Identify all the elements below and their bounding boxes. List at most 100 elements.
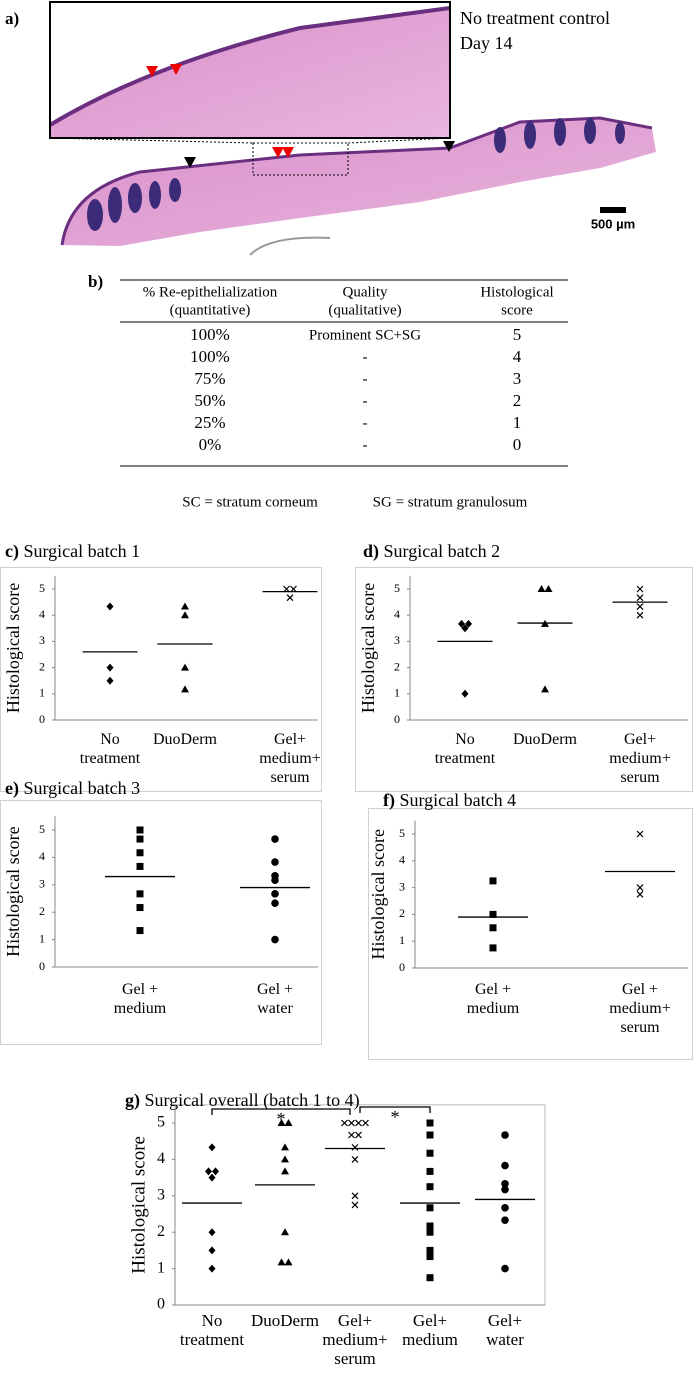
x-tick-label: Gel + water	[257, 981, 294, 1017]
table-cell: 50%	[194, 391, 225, 410]
marker-shape	[501, 1216, 509, 1224]
data-point	[136, 862, 144, 870]
panel-label: b)	[88, 272, 103, 291]
x-tick-label: No treatment	[180, 1311, 244, 1349]
panel-label: a)	[5, 9, 19, 28]
table-header: % Re-epithelialization	[143, 284, 278, 300]
title-text: Surgical batch 2	[384, 541, 501, 561]
data-point	[501, 1179, 509, 1188]
marker-shape	[355, 1119, 362, 1127]
data-point	[281, 1228, 289, 1236]
table-cell: 1	[513, 413, 522, 432]
panel-label: c)	[5, 541, 19, 562]
marker-shape	[181, 663, 189, 671]
table-cell: 100%	[190, 325, 230, 344]
marker-shape	[426, 1228, 434, 1236]
x-tick-label: Gel+ medium+ serum	[259, 731, 320, 786]
marker-shape	[351, 1192, 359, 1200]
data-point	[636, 611, 644, 619]
marker-shape	[636, 603, 644, 610]
data-point	[281, 1155, 289, 1163]
marker-shape	[461, 624, 469, 633]
data-point	[465, 619, 472, 628]
table-cell: -	[363, 349, 368, 365]
data-point	[501, 1131, 509, 1139]
title-text: Surgical overall (batch 1 to 4)	[145, 1090, 360, 1111]
data-point	[271, 876, 279, 884]
marker-shape	[501, 1161, 509, 1170]
data-point	[208, 1246, 216, 1255]
data-point	[489, 877, 497, 885]
marker-shape	[277, 1258, 286, 1266]
y-tick-label: 2	[394, 659, 400, 673]
table-header: (quantitative)	[170, 302, 251, 318]
y-tick-label: 2	[39, 904, 45, 918]
plot-frame	[174, 1104, 546, 1306]
data-point	[426, 1131, 434, 1139]
marker-shape	[271, 899, 279, 907]
x-tick-label: No treatment	[435, 731, 496, 767]
marker-shape	[426, 1183, 434, 1191]
table-cell: 3	[513, 369, 522, 388]
chart-title: f) Surgical batch 4	[383, 790, 516, 811]
data-point	[284, 1119, 293, 1126]
y-tick-label: 1	[39, 686, 45, 700]
marker-shape	[290, 585, 297, 593]
data-point	[208, 1228, 216, 1237]
marker-shape	[136, 835, 144, 843]
data-point	[426, 1119, 434, 1127]
y-axis-label: Histological score	[3, 583, 23, 713]
y-tick-label: 4	[157, 1150, 165, 1167]
marker-shape	[136, 849, 144, 857]
scale-bar-label: 500 µm	[591, 216, 635, 231]
data-point	[277, 1258, 286, 1266]
marker-shape	[426, 1222, 434, 1230]
y-tick-label: 3	[394, 633, 400, 647]
marker-shape	[136, 890, 144, 898]
marker-shape	[501, 1264, 509, 1273]
data-point	[351, 1143, 359, 1151]
data-point	[271, 899, 279, 907]
marker-shape	[537, 585, 546, 592]
marker-shape	[636, 611, 644, 619]
y-tick-label: 0	[39, 712, 45, 726]
data-point	[426, 1222, 434, 1230]
marker-shape	[208, 1173, 216, 1182]
marker-shape	[426, 1131, 434, 1139]
table-cell: 25%	[194, 413, 225, 432]
data-point	[636, 603, 644, 610]
marker-shape	[426, 1167, 434, 1175]
marker-shape	[426, 1253, 434, 1261]
data-point	[290, 585, 297, 593]
data-point	[205, 1167, 212, 1176]
x-tick-label: DuoDerm	[513, 731, 578, 748]
data-point	[181, 685, 189, 693]
table-cell: 100%	[190, 347, 230, 366]
marker-shape	[426, 1149, 434, 1157]
title-text: Surgical batch 1	[23, 541, 140, 561]
marker-shape	[136, 904, 144, 912]
marker-shape	[489, 877, 497, 885]
marker-shape	[271, 858, 279, 866]
data-point	[208, 1173, 216, 1182]
data-point	[426, 1228, 434, 1236]
data-point	[426, 1167, 434, 1175]
marker-shape	[636, 594, 644, 602]
table-header: score	[501, 302, 533, 318]
y-tick-label: 0	[39, 959, 45, 973]
data-point	[355, 1119, 362, 1127]
marker-shape	[544, 585, 553, 592]
caption: No treatment control	[460, 8, 610, 28]
marker-shape	[501, 1179, 509, 1188]
marker-shape	[281, 1155, 289, 1163]
data-point	[636, 594, 644, 602]
marker-shape	[284, 1258, 293, 1266]
table-cell: 75%	[194, 369, 225, 388]
x-tick-label: No treatment	[80, 731, 141, 767]
data-point	[106, 676, 114, 685]
marker-shape	[286, 594, 294, 602]
marker-shape	[351, 1143, 359, 1151]
marker-shape	[636, 830, 644, 838]
marker-shape	[541, 685, 549, 693]
x-tick-label: DuoDerm	[251, 1311, 319, 1330]
